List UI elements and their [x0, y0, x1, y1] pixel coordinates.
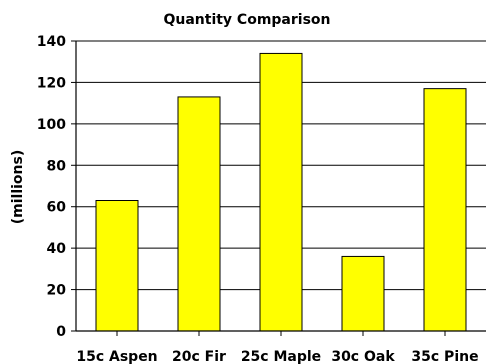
bar: [95, 200, 139, 332]
bar: [423, 88, 467, 332]
bar: [177, 96, 221, 332]
bar: [259, 52, 303, 332]
bar: [341, 255, 385, 332]
x-tick-label: 25c Maple: [241, 349, 321, 364]
y-tick-label: 140: [37, 34, 66, 50]
y-tick-label: 40: [47, 241, 67, 257]
chart-title: Quantity Comparison: [163, 12, 330, 28]
y-tick-label: 0: [56, 324, 66, 340]
y-tick-label: 60: [47, 200, 67, 216]
y-tick-label: 120: [37, 75, 66, 91]
bars: [95, 52, 467, 332]
x-tick-label: 35c Pine: [411, 349, 478, 364]
x-tick-labels: 15c Aspen 20c Fir 25c Maple 30c Oak 35c Pine: [76, 331, 479, 364]
x-tick-label: 15c Aspen: [76, 349, 157, 364]
y-tick-label: 20: [47, 283, 67, 299]
y-tick-label: 100: [37, 117, 66, 133]
x-tick-label: 30c Oak: [331, 349, 395, 364]
y-tick-labels: 0 20 40 60 80 100 120 140: [37, 34, 66, 340]
y-tick-label: 80: [47, 158, 67, 174]
y-axis-label: (millions): [10, 150, 26, 225]
x-tick-label: 20c Fir: [172, 349, 226, 364]
